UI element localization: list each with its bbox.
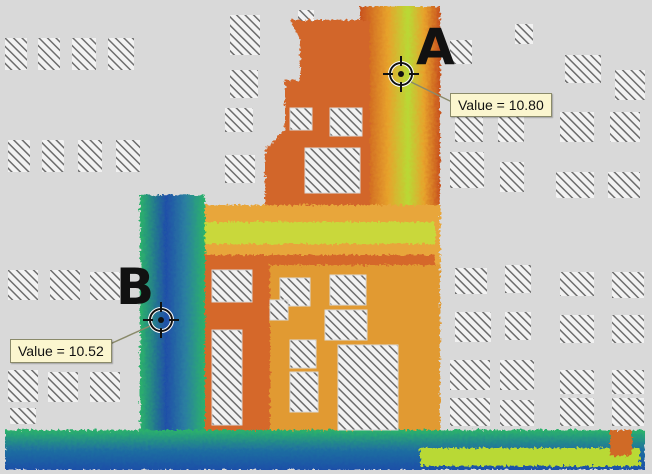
- point-a-label: A: [416, 18, 455, 76]
- point-b-value: Value = 10.52: [10, 339, 112, 363]
- leader-line-b: [109, 325, 151, 345]
- crosshair-icon[interactable]: [383, 56, 419, 92]
- inner-buildings: [211, 107, 399, 431]
- point-b-label: B: [116, 258, 155, 316]
- buildings: [5, 10, 645, 426]
- leader-line-a: [410, 81, 453, 103]
- crosshair-icon[interactable]: [143, 302, 179, 338]
- point-a-value: Value = 10.80: [450, 93, 552, 117]
